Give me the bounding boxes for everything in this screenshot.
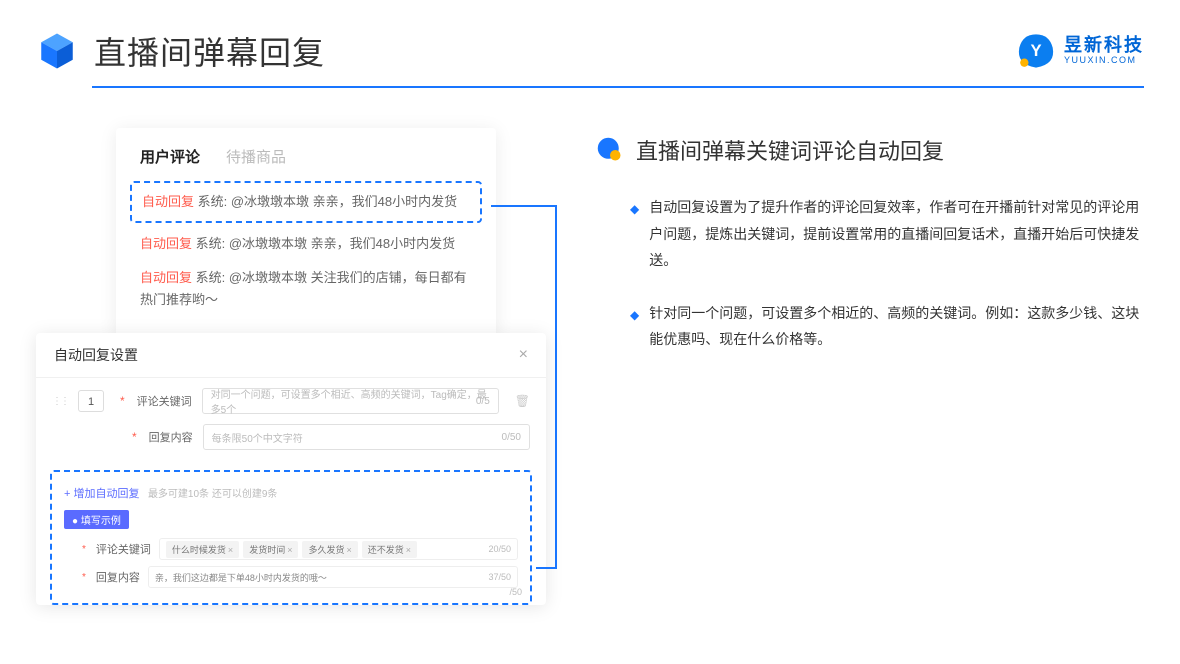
auto-reply-tag: 自动回复 xyxy=(140,270,192,285)
required-asterisk: * xyxy=(82,572,86,583)
auto-reply-tag: 自动回复 xyxy=(140,236,192,251)
tag-chip[interactable]: 还不发货× xyxy=(362,541,417,558)
keyword-label: 评论关键词 xyxy=(137,393,192,409)
char-count: 37/50 xyxy=(488,572,511,582)
char-count: 0/5 xyxy=(476,396,490,407)
trash-icon[interactable]: 🗑 xyxy=(515,394,530,408)
panel-title: 自动回复设置 xyxy=(54,345,138,365)
brand-icon: Y xyxy=(1016,31,1056,71)
card-tabs: 用户评论 待播商品 xyxy=(140,146,472,167)
description-column: 直播间弹幕关键词评论自动回复 ◆ 自动回复设置为了提升作者的评论回复效率，作者可… xyxy=(596,128,1144,619)
tag-chip[interactable]: 什么时候发货× xyxy=(166,541,239,558)
diamond-bullet-icon: ◆ xyxy=(630,198,639,274)
example-reply-input[interactable]: 亲，我们这边都是下单48小时内发货的哦～ 37/50 xyxy=(148,566,518,588)
required-asterisk: * xyxy=(132,430,137,444)
comment-row-highlighted: 自动回复 系统: @冰墩墩本墩 亲亲，我们48小时内发货 xyxy=(130,181,482,223)
bullet-item: ◆ 自动回复设置为了提升作者的评论回复效率，作者可在开播前针对常见的评论用户问题… xyxy=(596,194,1144,274)
screenshot-stack: 用户评论 待播商品 自动回复 系统: @冰墩墩本墩 亲亲，我们48小时内发货 自… xyxy=(36,128,536,619)
add-reply-hint: 最多可建10条 还可以创建9条 xyxy=(148,489,277,500)
close-icon[interactable]: × xyxy=(519,346,528,364)
tab-pending-goods[interactable]: 待播商品 xyxy=(226,146,286,167)
example-block: + 增加自动回复 最多可建10条 还可以创建9条 ● 填写示例 * 评论关键词 … xyxy=(50,470,532,605)
rule-index: 1 xyxy=(78,390,104,412)
required-asterisk: * xyxy=(82,544,86,555)
char-count: 20/50 xyxy=(488,544,511,554)
placeholder: 对同一个问题，可设置多个相近、高频的关键词，Tag确定，最多5个 xyxy=(211,386,490,416)
bullet-text: 针对同一个问题，可设置多个相近的、高频的关键词。例如：这款多少钱、这块能优惠吗、… xyxy=(649,300,1144,353)
example-reply-text: 亲，我们这边都是下单48小时内发货的哦～ xyxy=(155,571,327,584)
speech-bubble-icon xyxy=(596,136,624,164)
logo-cube-icon xyxy=(36,30,78,72)
diamond-bullet-icon: ◆ xyxy=(630,304,639,353)
example-reply-label: 回复内容 xyxy=(96,569,140,585)
svg-text:Y: Y xyxy=(1030,41,1041,60)
brand: Y 昱新科技 YUUXIN.COM xyxy=(1016,31,1144,71)
reply-label: 回复内容 xyxy=(149,429,193,445)
placeholder: 每条限50个中文字符 xyxy=(212,430,303,445)
example-keyword-label: 评论关键词 xyxy=(96,541,151,557)
section-title: 直播间弹幕关键词评论自动回复 xyxy=(636,134,944,166)
comment-text: 系统: @冰墩墩本墩 亲亲，我们48小时内发货 xyxy=(194,194,457,209)
brand-name-cn: 昱新科技 xyxy=(1064,36,1144,56)
keyword-input[interactable]: 对同一个问题，可设置多个相近、高频的关键词，Tag确定，最多5个 0/5 xyxy=(202,388,499,414)
comment-row: 自动回复 系统: @冰墩墩本墩 亲亲，我们48小时内发货 xyxy=(140,227,472,261)
comment-card: 用户评论 待播商品 自动回复 系统: @冰墩墩本墩 亲亲，我们48小时内发货 自… xyxy=(116,128,496,339)
settings-panel: 自动回复设置 × ⋮⋮ 1 * 评论关键词 对同一个问题，可设置多个相近、高频的… xyxy=(36,333,546,605)
reply-input[interactable]: 每条限50个中文字符 0/50 xyxy=(203,424,530,450)
auto-reply-tag: 自动回复 xyxy=(142,194,194,209)
comment-text: 系统: @冰墩墩本墩 亲亲，我们48小时内发货 xyxy=(192,236,455,251)
drag-handle-icon[interactable]: ⋮⋮ xyxy=(52,396,68,407)
tag-chip[interactable]: 发货时间× xyxy=(243,541,298,558)
example-badge: ● 填写示例 xyxy=(64,510,129,529)
header: 直播间弹幕回复 Y 昱新科技 YUUXIN.COM xyxy=(0,0,1180,86)
add-reply-link[interactable]: + 增加自动回复 xyxy=(64,488,139,500)
stray-count: /50 xyxy=(509,587,522,597)
required-asterisk: * xyxy=(120,394,125,408)
tag-chip[interactable]: 多久发货× xyxy=(302,541,357,558)
tab-user-comments[interactable]: 用户评论 xyxy=(140,146,200,167)
page-title: 直播间弹幕回复 xyxy=(94,28,325,74)
brand-name-en: YUUXIN.COM xyxy=(1064,56,1144,66)
bullet-text: 自动回复设置为了提升作者的评论回复效率，作者可在开播前针对常见的评论用户问题，提… xyxy=(649,194,1144,274)
char-count: 0/50 xyxy=(502,432,521,443)
example-keyword-input[interactable]: 什么时候发货× 发货时间× 多久发货× 还不发货× 20/50 xyxy=(159,538,518,560)
bullet-item: ◆ 针对同一个问题，可设置多个相近的、高频的关键词。例如：这款多少钱、这块能优惠… xyxy=(596,300,1144,353)
comment-row: 自动回复 系统: @冰墩墩本墩 关注我们的店铺，每日都有热门推荐哟～ xyxy=(140,261,472,317)
